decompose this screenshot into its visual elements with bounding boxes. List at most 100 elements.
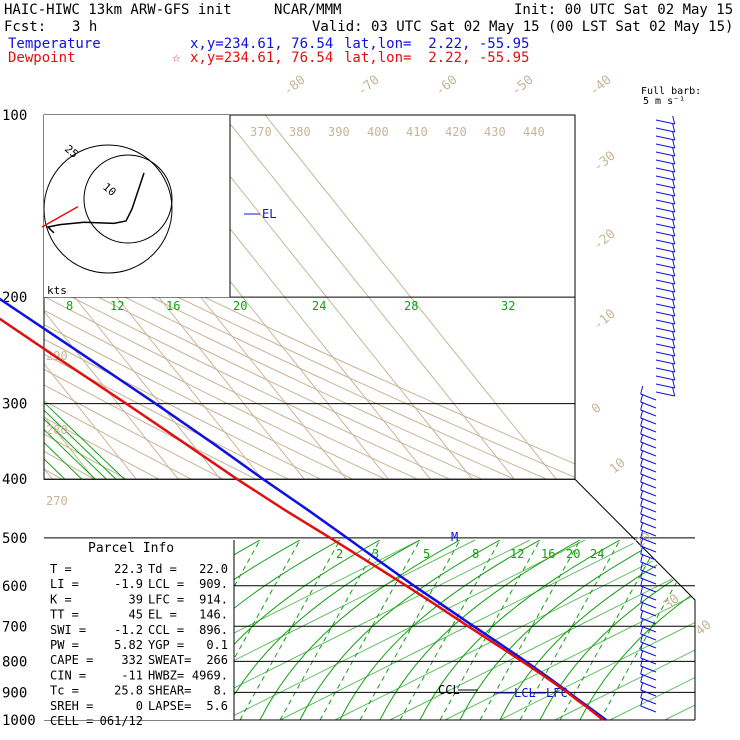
wind-barb-flag [640,545,644,555]
wind-barb [640,561,657,569]
lower-plot-border [574,478,696,720]
valid-time: Valid: 03 UTC Sat 02 May 15 (00 LST Sat … [312,19,734,35]
wind-barb [655,247,675,253]
wind-barb [640,577,657,585]
mixing-ratio-label: 12 [510,547,524,561]
wind-barb-flag [672,235,676,245]
wind-barb-flag [672,179,676,189]
wind-barb [640,633,657,641]
theta-label: 420 [445,125,467,139]
wind-barb-flag [640,521,644,531]
wind-barb [640,537,657,545]
parcel-info-cell: CAPE = [50,653,93,667]
wind-barb [655,335,675,341]
wind-barb-flag [672,283,676,293]
parcel-info-cell: 45 [129,608,143,622]
moist-adiabat-line [259,540,461,720]
dewpoint-xy: x,y=234.61, 76.54 [190,50,334,66]
wind-barb-flag [640,457,644,467]
mixing-ratio-label: 2 [336,547,343,561]
pressure-tick-label: 900 [2,685,27,701]
wind-barb-flag [672,315,676,325]
wind-barb [640,617,657,625]
dry-adiabat-line [44,127,575,480]
parcel-info-background [44,540,234,720]
wind-barb [655,183,675,189]
wind-barb [640,569,657,577]
dry-adiabat-line [44,127,575,480]
isotherm-label: -40 [587,72,615,99]
pressure-tick-label: 700 [2,619,27,635]
mixing-ratio-label: 16 [541,547,555,561]
wind-barb-flag [640,625,644,635]
dry-adiabat-line [44,127,575,480]
isotherm-label: -80 [281,72,309,99]
parcel-info-cell: 8. [214,684,228,698]
mixing-ratio-dashed-line [439,540,541,720]
mixing-ratio-dashed-line [359,540,461,720]
wind-barb [640,457,657,465]
isotherm-label: -70 [355,72,383,99]
isotherm-label: -20 [591,226,619,253]
wind-barb-flag [672,187,676,197]
fcst-value: 3 h [72,19,98,35]
wind-barb-flag [640,497,644,507]
wind-barb-flag [640,481,644,491]
hodograph [41,115,231,298]
lcl-marker-label: LCL [514,686,536,700]
wind-barb-flag [640,617,644,627]
parcel-info-cell: HWBZ= [148,668,184,682]
hodograph-background [44,115,230,298]
isotherm-line [222,115,575,480]
mixing-ratio-line [44,296,107,480]
wind-barb-flag [640,489,644,499]
wind-barb-flag [640,641,644,651]
wind-barb [655,223,675,229]
wind-barb-flag [640,577,644,587]
wind-barb-flag [640,449,644,459]
parcel-info-cell: 266 [206,653,228,667]
mixing-ratio-label: 28 [404,299,418,313]
isotherm-line [264,115,575,480]
wind-barb-flag [640,681,644,691]
parcel-info-cell: 5.6 [206,699,228,713]
wind-barb [640,505,657,513]
temperature-latlon: lat,lon= 2.22, -55.95 [344,36,530,52]
wind-barb-flag [640,441,644,451]
parcel-info-cell: TT = [50,608,79,622]
theta-label: 390 [328,125,350,139]
pressure-tick-label: 100 [2,108,27,124]
wind-barb [655,295,675,301]
dry-adiabat-line [44,127,575,480]
lower-isotherm-line [720,540,740,720]
mixing-ratio-dashed-line [199,540,301,720]
theta-label: 410 [406,125,428,139]
wind-barb [655,207,675,213]
parcel-info-cell: LAPSE= [148,699,191,713]
wind-barb-flag [640,561,644,571]
wind-barb [640,529,657,537]
wind-barb [655,351,675,357]
wind-barb-flag [672,163,676,173]
wind-barb-flag [672,339,676,349]
wind-barb [640,417,657,425]
mixing-ratio-dashed-line [559,540,661,720]
init-time: Init: 00 UTC Sat 02 May 15 [514,2,734,18]
dewpoint-profile-line [0,317,605,721]
isotherm-label: -10 [591,306,619,333]
mixing-ratio-label: 8 [66,299,73,313]
wind-barb-flag [640,657,644,667]
wind-barb [655,271,675,277]
theta-label: 270 [46,494,68,508]
wind-barb [640,481,657,489]
mixing-ratio-label: 24 [312,299,326,313]
parcel-info-cell: 22.0 [199,562,228,576]
parcel-info-cell: SHEAR= [148,684,191,698]
wind-barb [640,545,657,553]
isotherm-label: 0 [589,401,605,418]
isotherm-line [44,115,414,480]
wind-barb [655,135,675,141]
mixing-ratio-label: 3 [372,547,379,561]
wind-barb-flag [640,385,644,395]
m-marker-label: M [451,530,458,544]
